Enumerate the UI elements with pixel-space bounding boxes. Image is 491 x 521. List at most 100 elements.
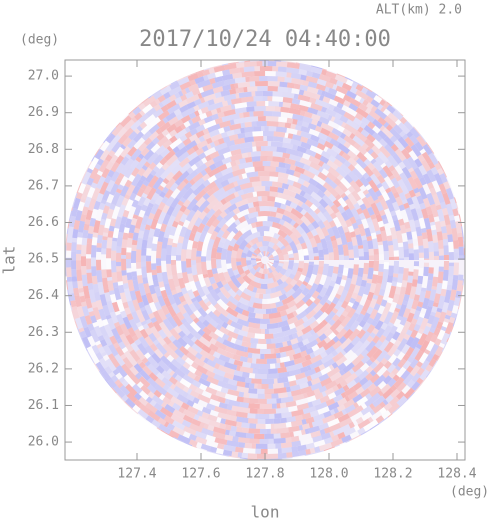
radar-cell [87,186,96,198]
radar-cell [97,335,105,342]
radar-cell [197,71,204,78]
radar-cell [193,357,206,368]
radar-cell [325,322,332,330]
radar-cell [197,159,204,166]
radar-cell [91,275,98,285]
radar-cell [172,233,180,244]
radar-cell [229,123,242,131]
radar-cell [127,300,136,313]
radar-cell [139,328,149,339]
radar-cell [268,258,274,260]
radar-cell [272,156,286,163]
radar-cell [241,325,250,332]
radar-cell [310,134,320,143]
radar-cell [211,218,221,228]
radar-cell [377,380,387,390]
radar-cell [233,137,245,145]
radar-cell [265,288,272,294]
radar-cell [80,197,86,203]
radar-cell [136,237,143,250]
radar-cell [300,386,313,395]
radar-cell [365,340,377,353]
radar-cell [238,297,250,306]
radar-cell [144,336,154,347]
radar-cell [134,112,143,121]
radar-cell [282,152,291,159]
radar-cell [455,290,462,299]
radar-cell [235,349,249,358]
radar-cell [182,137,192,146]
radar-cell [170,188,181,199]
radar-cell [291,440,302,447]
radar-cell [320,90,326,97]
radar-cell [340,392,347,399]
radar-cell [365,365,374,374]
radar-cell [382,240,389,252]
radar-cell [334,300,343,311]
radar-cell [221,248,228,260]
radar-cell [161,196,169,204]
radar-cell [266,277,275,284]
radar-cell [196,442,203,449]
radar-cell [120,258,127,271]
radar-cell [322,96,331,104]
radar-cell [224,63,237,71]
radar-cell [124,127,134,137]
radar-cell [141,192,148,199]
radar-cell [128,372,141,385]
radar-cell [455,314,458,319]
radar-cell [436,321,444,330]
radar-cell [370,232,377,240]
radar-cell [279,309,288,317]
radar-cell [359,362,370,372]
radar-cell [291,451,300,458]
radar-cell [428,251,434,260]
radar-cell [209,77,216,85]
radar-cell [273,136,284,143]
radar-cell [212,201,224,212]
radar-cell [177,291,184,298]
radar-cell [193,317,200,324]
y-tick-label: 26.1 [28,398,59,413]
radar-cell [115,122,121,128]
radar-cell [389,127,402,140]
radar-cell [98,202,106,211]
radar-cell [201,406,212,415]
radar-cell [130,217,138,226]
radar-cell [326,366,341,378]
radar-cell [325,398,336,407]
radar-cell [87,335,96,347]
radar-cell [240,192,254,201]
radar-cell [111,240,118,251]
radar-cell [378,288,386,297]
radar-cell [337,264,344,274]
radar-cell [84,315,93,325]
radar-cell [116,236,123,247]
radar-cell [140,124,152,135]
radar-cell [189,79,197,86]
radar-cell [386,101,393,107]
radar-cell [202,273,209,279]
radar-cell [221,321,229,329]
radar-cell [416,316,424,326]
radar-cell [96,247,102,253]
radar-cell [222,238,231,250]
radar-cell [72,228,79,239]
radar-cell [105,179,116,193]
radar-cell [278,392,288,399]
radar-cell [126,392,138,404]
radar-cell [266,136,274,142]
radar-cell [320,366,332,376]
radar-cell [327,418,340,428]
radar-cell [397,122,410,135]
radar-cell [426,340,435,352]
radar-cell [302,152,311,161]
radar-cell [336,102,344,110]
radar-cell [109,154,119,164]
radar-cell [288,380,297,387]
radar-cell [72,200,75,208]
radar-cell [415,191,422,198]
radar-cell [112,227,120,239]
radar-cell [207,414,218,422]
